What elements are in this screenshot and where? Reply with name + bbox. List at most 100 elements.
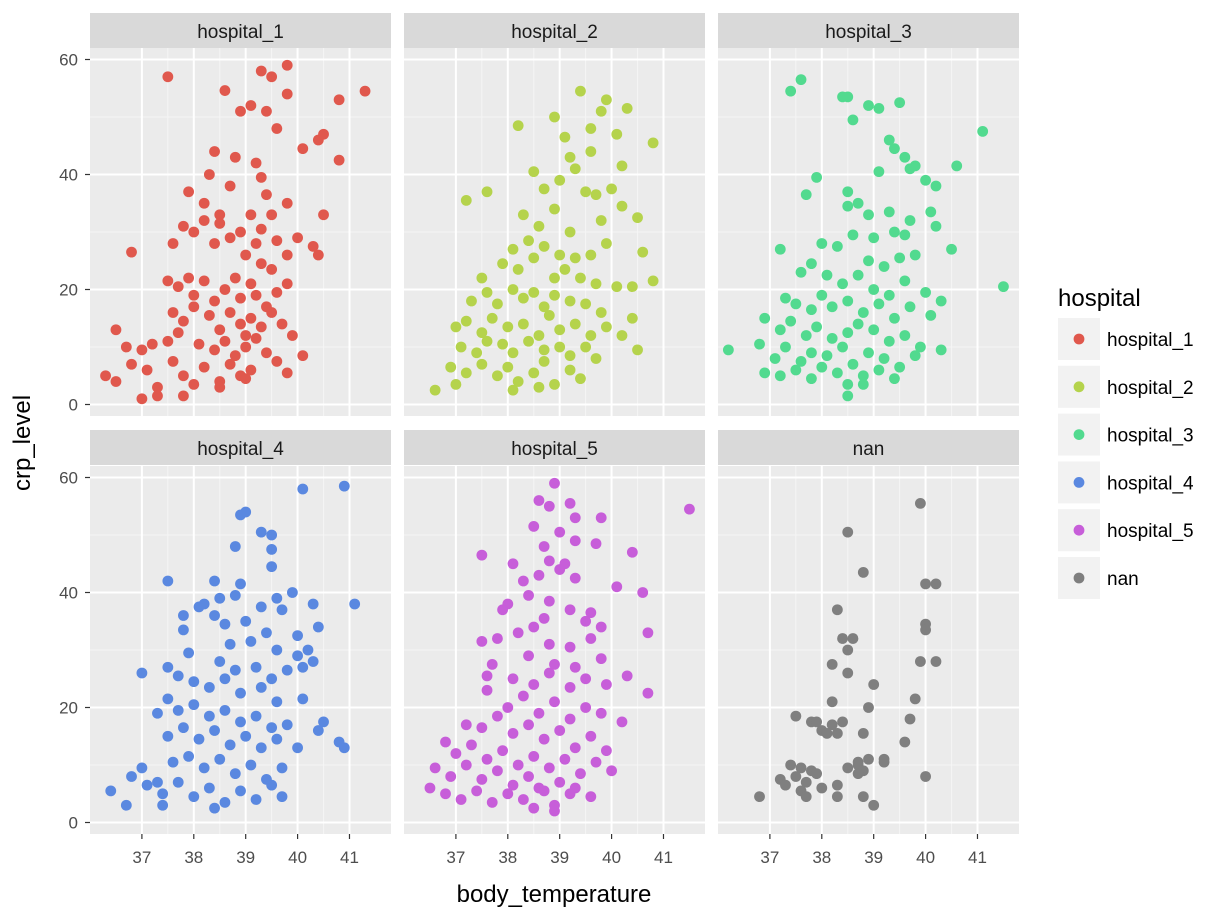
data-point-nan	[790, 771, 802, 782]
data-point-hospital_5	[595, 707, 607, 719]
data-point-hospital_4	[178, 722, 189, 734]
data-point-hospital_1	[178, 220, 189, 232]
x-tick-label: 37	[760, 848, 779, 867]
data-point-hospital_5	[523, 650, 534, 662]
data-point-hospital_3	[852, 318, 864, 330]
x-tick-label: 37	[446, 848, 465, 867]
data-point-hospital_2	[580, 186, 592, 198]
data-point-hospital_3	[759, 312, 771, 324]
data-point-nan	[831, 727, 843, 739]
data-point-hospital_2	[600, 94, 612, 106]
data-point-hospital_4	[141, 779, 153, 791]
data-point-hospital_3	[878, 353, 890, 364]
data-point-hospital_4	[266, 561, 278, 573]
data-point-hospital_3	[930, 220, 942, 232]
data-point-hospital_2	[486, 312, 498, 324]
data-point-hospital_1	[110, 376, 122, 387]
data-point-hospital_5	[533, 569, 545, 581]
data-point-hospital_3	[873, 102, 885, 114]
data-point-hospital_5	[580, 673, 592, 685]
data-point-hospital_1	[126, 358, 137, 370]
data-point-hospital_4	[297, 483, 309, 495]
data-point-hospital_4	[297, 693, 309, 705]
data-point-hospital_4	[307, 598, 319, 610]
legend-label-hospital_3: hospital_3	[1107, 426, 1194, 447]
data-point-hospital_1	[318, 128, 329, 140]
data-point-hospital_4	[136, 667, 148, 679]
data-point-hospital_1	[167, 238, 179, 249]
data-point-hospital_3	[774, 243, 786, 255]
data-point-hospital_1	[250, 157, 262, 169]
data-point-hospital_2	[647, 137, 659, 149]
data-point-hospital_4	[266, 779, 278, 791]
legend-key-hospital_1	[1073, 333, 1085, 345]
data-point-hospital_1	[162, 275, 174, 287]
data-point-hospital_2	[606, 183, 617, 195]
data-point-hospital_4	[203, 782, 215, 794]
data-point-hospital_2	[476, 358, 488, 370]
legend-key-hospital_4	[1073, 477, 1085, 488]
data-point-hospital_5	[538, 541, 550, 552]
data-point-hospital_4	[266, 673, 278, 685]
data-point-hospital_4	[255, 742, 267, 754]
data-point-hospital_2	[507, 347, 519, 359]
legend-key-hospital_5	[1073, 524, 1085, 536]
data-point-hospital_3	[909, 350, 921, 362]
data-point-hospital_5	[523, 589, 534, 601]
x-tick-label: 38	[498, 848, 517, 867]
data-point-hospital_5	[538, 612, 550, 624]
x-tick-label: 38	[184, 848, 203, 867]
data-point-hospital_4	[266, 722, 278, 734]
data-point-hospital_4	[172, 670, 184, 682]
data-point-hospital_3	[806, 347, 817, 359]
data-point-nan	[837, 633, 848, 644]
data-point-hospital_2	[528, 252, 540, 264]
data-point-hospital_5	[460, 719, 472, 731]
data-point-hospital_5	[549, 696, 560, 708]
data-point-nan	[826, 719, 838, 731]
strip-label-hospital_1: hospital_1	[197, 22, 284, 43]
panel-hospital_3: hospital_3	[718, 13, 1019, 416]
data-point-hospital_3	[899, 330, 911, 341]
data-point-hospital_1	[203, 309, 215, 321]
data-point-hospital_2	[590, 353, 602, 364]
legend-title: hospital	[1058, 285, 1141, 312]
data-point-hospital_4	[209, 575, 220, 587]
data-point-hospital_3	[883, 335, 895, 347]
data-point-hospital_2	[460, 194, 472, 206]
data-point-hospital_4	[245, 759, 257, 771]
data-point-hospital_2	[626, 312, 638, 324]
data-point-hospital_5	[497, 604, 509, 616]
data-point-hospital_2	[528, 367, 540, 379]
data-point-hospital_5	[564, 641, 576, 653]
data-point-hospital_1	[152, 381, 163, 393]
data-point-nan	[811, 716, 823, 728]
data-point-hospital_5	[523, 771, 534, 782]
y-tick-label: 20	[59, 281, 78, 300]
data-point-hospital_4	[183, 750, 195, 762]
data-point-hospital_5	[559, 753, 571, 765]
data-point-hospital_5	[642, 687, 654, 699]
data-point-hospital_1	[152, 390, 163, 402]
data-point-hospital_5	[507, 779, 519, 791]
data-point-hospital_4	[292, 630, 303, 642]
data-point-hospital_3	[899, 151, 911, 163]
data-point-nan	[831, 604, 843, 616]
data-point-hospital_5	[564, 713, 576, 725]
data-point-hospital_4	[235, 687, 246, 699]
data-point-hospital_3	[806, 258, 817, 270]
data-point-hospital_1	[178, 370, 189, 382]
data-point-hospital_1	[250, 332, 262, 344]
data-point-hospital_2	[497, 338, 509, 350]
data-point-hospital_2	[590, 278, 602, 290]
data-point-hospital_2	[554, 324, 566, 336]
data-point-hospital_4	[172, 776, 184, 788]
data-point-hospital_1	[178, 390, 189, 402]
data-point-hospital_2	[554, 249, 566, 261]
data-point-hospital_3	[857, 370, 869, 382]
data-point-nan	[930, 578, 942, 590]
data-point-hospital_1	[240, 330, 252, 341]
data-point-hospital_1	[209, 295, 220, 307]
data-point-hospital_5	[637, 587, 649, 598]
